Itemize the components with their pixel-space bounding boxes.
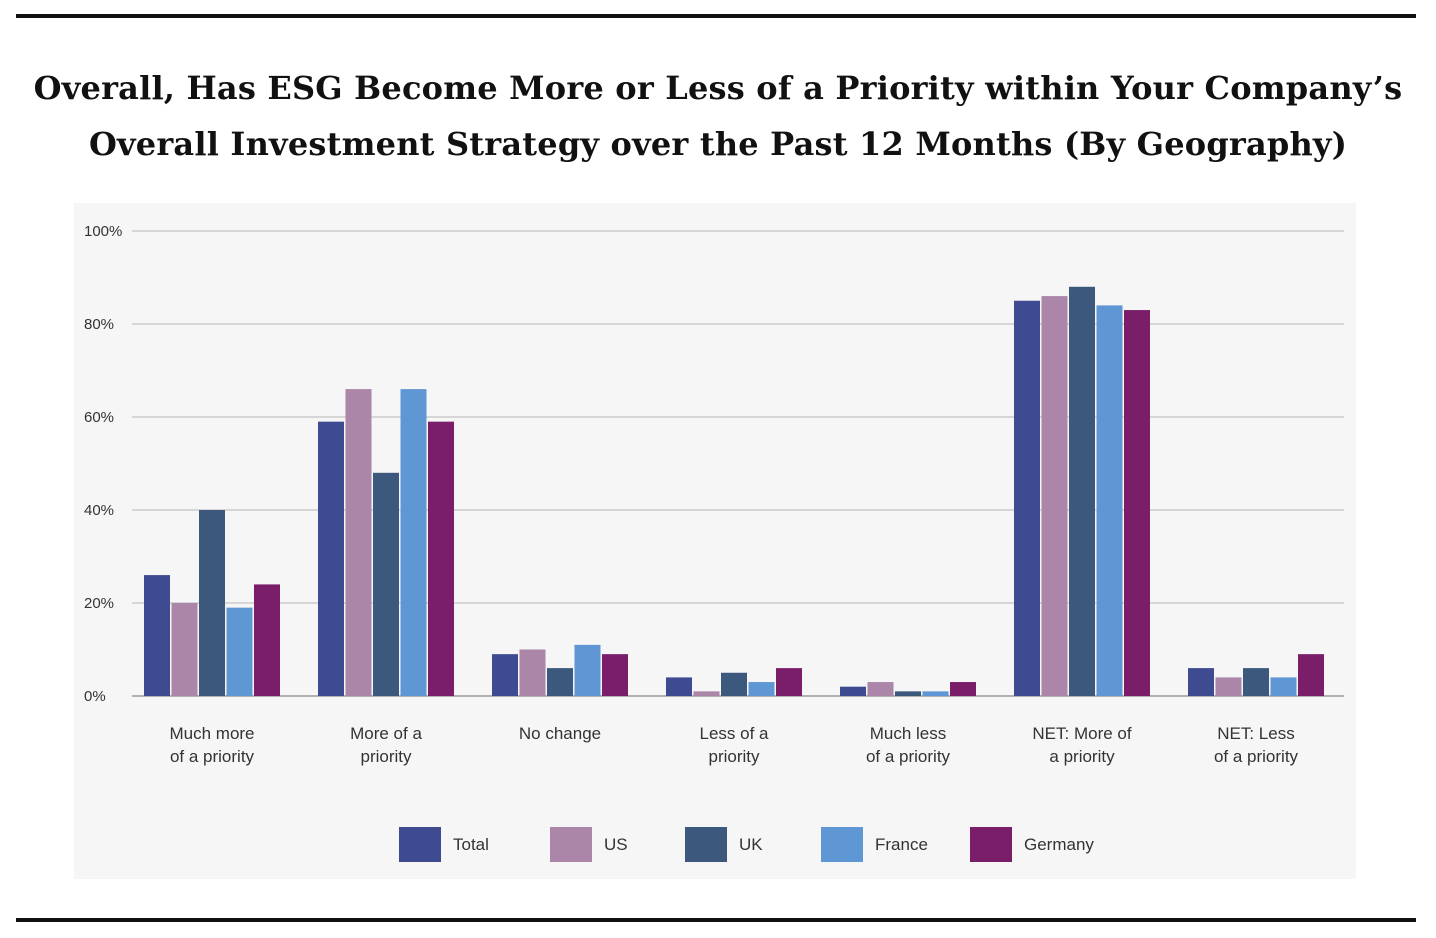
- bar-us: [519, 649, 546, 696]
- legend-label-us: US: [604, 835, 628, 854]
- bar-total: [318, 421, 344, 696]
- bar-us: [693, 691, 720, 696]
- bar-france: [922, 691, 949, 696]
- bar-us: [867, 682, 894, 696]
- bar-total: [1014, 300, 1040, 696]
- bar-germany: [254, 584, 280, 696]
- legend-label-france: France: [875, 835, 928, 854]
- bar-total: [492, 654, 518, 696]
- bar-france: [1096, 305, 1123, 696]
- bar-total: [840, 686, 866, 696]
- y-tick-label: 20%: [84, 595, 114, 612]
- x-category-label: NET: More of: [1032, 724, 1131, 743]
- x-category-label: of a priority: [1214, 747, 1299, 766]
- bar-france: [226, 607, 253, 696]
- bar-uk: [721, 672, 747, 696]
- x-category-label: of a priority: [866, 747, 951, 766]
- bar-uk: [199, 510, 225, 696]
- y-tick-label: 0%: [84, 688, 106, 705]
- bar-germany: [776, 668, 802, 696]
- bar-uk: [373, 472, 399, 696]
- top-rule: [16, 14, 1416, 18]
- bar-chart: 0% 20% 40% 60% 80% 100% Much more of a priority…: [84, 223, 1344, 862]
- bar-uk: [547, 668, 573, 696]
- bar-germany: [1298, 654, 1324, 696]
- chart-title-line-2: Overall Investment Strategy over the Pas…: [88, 125, 1348, 163]
- y-tick-label: 80%: [84, 316, 114, 333]
- legend-swatch-uk: [685, 827, 727, 862]
- x-category-label: priority: [360, 747, 412, 766]
- bar-us: [171, 603, 198, 696]
- bar-uk: [1243, 668, 1269, 696]
- bar-france: [400, 389, 427, 696]
- bar-germany: [602, 654, 628, 696]
- x-category-label: NET: Less: [1217, 724, 1294, 743]
- x-category-label: of a priority: [170, 747, 255, 766]
- bar-uk: [895, 691, 921, 696]
- x-category-label: More of a: [350, 724, 422, 743]
- legend-swatch-france: [821, 827, 863, 862]
- bar-france: [574, 644, 601, 696]
- bar-total: [666, 677, 692, 696]
- bottom-rule: [16, 918, 1416, 922]
- bar-total: [1188, 668, 1214, 696]
- chart-title-line-1: Overall, Has ESG Become More or Less of …: [33, 69, 1403, 107]
- x-category-label: Much less: [870, 724, 947, 743]
- bar-us: [1215, 677, 1242, 696]
- bar-uk: [1069, 286, 1095, 696]
- x-category-label: No change: [519, 724, 601, 743]
- legend-label-total: Total: [453, 835, 489, 854]
- bar-france: [748, 682, 775, 696]
- legend-label-germany: Germany: [1024, 835, 1094, 854]
- bar-total: [144, 575, 170, 696]
- x-category-label: Much more: [169, 724, 254, 743]
- legend-swatch-germany: [970, 827, 1012, 862]
- x-category-label: priority: [708, 747, 760, 766]
- y-tick-label: 100%: [84, 223, 122, 240]
- bar-germany: [1124, 310, 1150, 696]
- legend-label-uk: UK: [739, 835, 763, 854]
- x-category-label: Less of a: [700, 724, 770, 743]
- y-tick-label: 60%: [84, 409, 114, 426]
- bar-france: [1270, 677, 1297, 696]
- chart-panel: 0% 20% 40% 60% 80% 100% Much more of a priority…: [74, 203, 1356, 879]
- x-category-label: a priority: [1049, 747, 1115, 766]
- legend-swatch-us: [550, 827, 592, 862]
- y-tick-label: 40%: [84, 502, 114, 519]
- legend-swatch-total: [399, 827, 441, 862]
- bar-germany: [428, 421, 454, 696]
- bar-us: [345, 389, 372, 696]
- bar-us: [1041, 296, 1068, 696]
- bar-germany: [950, 682, 976, 696]
